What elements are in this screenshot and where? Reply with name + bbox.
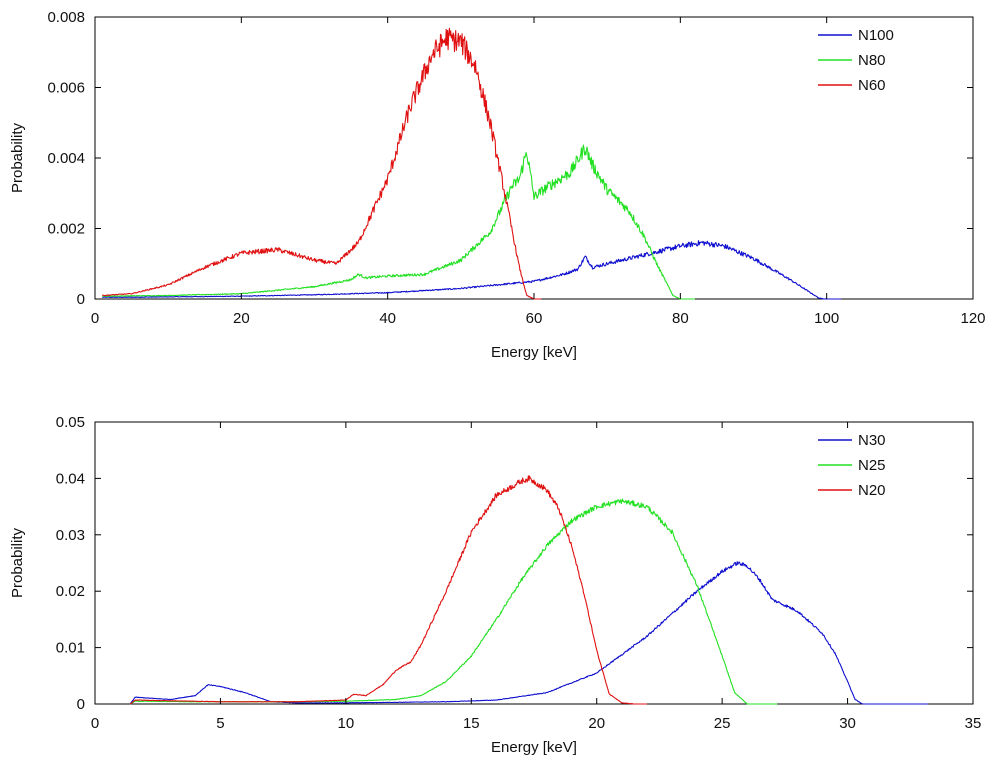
legend-label: N80 [858,52,886,69]
x-tick-label: 25 [714,715,731,732]
series-layer [129,475,928,705]
y-tick-label: 0 [77,696,85,713]
ticks-layer: 0 20 40 60 80 100 120 0 0.002 0.004 0.006 0.008 [47,9,985,327]
y-tick-label: 0.04 [56,470,85,487]
legend-label: N20 [858,482,886,499]
legend-label: N25 [858,457,886,474]
series-line-n100 [102,240,842,300]
x-tick-label: 60 [526,310,543,327]
y-tick-label: 0.006 [47,80,85,97]
series-line-n30 [129,561,928,705]
legend-label: N60 [858,77,886,94]
x-tick-label: 20 [588,715,605,732]
x-tick-label: 5 [216,715,224,732]
y-axis-label: Probability [9,527,26,598]
y-tick-label: 0.01 [56,640,85,657]
series-line-n25 [129,498,778,705]
x-tick-label: 0 [91,715,99,732]
chart-top-spectra: 0 20 40 60 80 100 120 0 0.002 0.004 0.006 0.008 Ene… [9,9,986,361]
x-tick-label: 40 [379,310,396,327]
x-tick-label: 20 [233,310,250,327]
x-axis-label: Energy [keV] [491,344,577,361]
series-line-n20 [129,475,647,705]
plot-frame [94,421,974,705]
x-tick-label: 100 [814,310,839,327]
x-tick-label: 0 [91,310,99,327]
ticks-layer: 0 5 10 15 20 25 30 35 0 0.01 0.02 0.03 0.04 0.05 [56,414,982,732]
x-axis-label: Energy [keV] [491,739,577,756]
legend-label: N30 [858,432,886,449]
legend: N30 N25 N20 [818,432,886,499]
x-tick-label: 10 [338,715,355,732]
legend: N100 N80 N60 [818,27,894,94]
chart-bottom-spectra: 0 5 10 15 20 25 30 35 0 0.01 0.02 0.03 0.04 0.05 Ener… [9,414,981,756]
x-tick-label: 30 [839,715,856,732]
x-tick-label: 15 [463,715,480,732]
y-tick-label: 0 [77,291,85,308]
series-line-n80 [102,144,695,300]
y-tick-label: 0.03 [56,527,85,544]
x-tick-label: 35 [965,715,982,732]
y-tick-label: 0.002 [47,221,85,238]
y-axis-label: Probability [9,122,26,193]
x-tick-label: 80 [672,310,689,327]
series-layer [101,27,842,300]
legend-label: N100 [858,27,894,44]
y-tick-label: 0.05 [56,414,85,431]
y-tick-label: 0.02 [56,583,85,600]
y-tick-label: 0.004 [47,150,85,167]
y-tick-label: 0.008 [47,9,85,26]
series-line-n60 [101,27,542,300]
x-tick-label: 120 [960,310,985,327]
